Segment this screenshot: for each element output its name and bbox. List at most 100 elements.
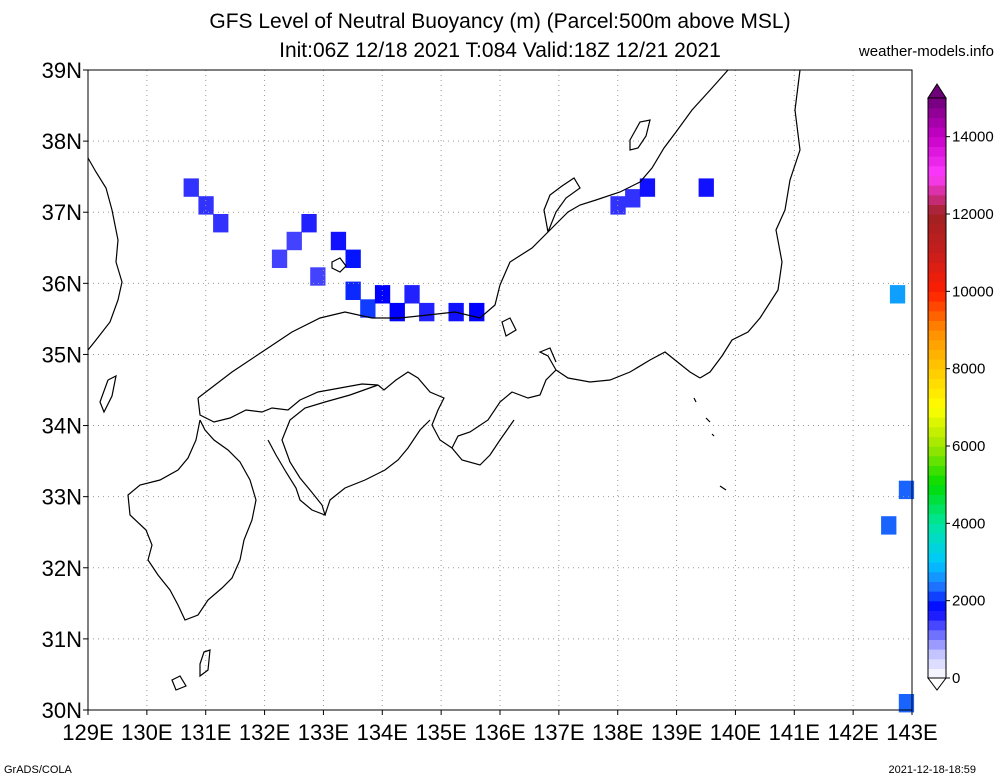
footer-software-label: GrADS/COLA — [4, 764, 72, 776]
colorbar-segment — [928, 272, 946, 283]
coastline-izu-islands — [693, 397, 727, 491]
colorbar-segment — [928, 397, 946, 408]
coastline-pacific-east — [451, 351, 701, 466]
colorbar-segment — [928, 291, 946, 302]
lon-tick-label: 132E — [239, 720, 290, 745]
colorbar-segment — [928, 658, 946, 669]
lat-tick-label: 33N — [42, 485, 82, 510]
colorbar-segment — [928, 301, 946, 312]
lon-tick-label: 131E — [180, 720, 231, 745]
lnb-shading-layer — [183, 178, 915, 713]
lnb-cell — [898, 480, 915, 500]
colorbar-segment — [928, 504, 946, 515]
colorbar-segment — [928, 494, 946, 505]
colorbar-segment — [928, 185, 946, 196]
axis-labels: 129E 130E 131E 132E 133E 134E 135E 136E 137E 138E… — [42, 58, 938, 745]
lnb-cell — [345, 249, 361, 268]
source-site-label: weather-models.info — [858, 43, 994, 60]
colorbar-segment — [928, 649, 946, 660]
colorbar-segment — [928, 98, 946, 109]
lnb-cell — [345, 281, 361, 300]
lon-tick-label: 133E — [298, 720, 349, 745]
lat-tick-label: 36N — [42, 271, 82, 296]
colorbar-segment — [928, 533, 946, 544]
lat-tick-label: 35N — [42, 342, 82, 367]
colorbar-segment — [928, 629, 946, 640]
lon-tick-label: 130E — [121, 720, 172, 745]
colorbar-segment — [928, 378, 946, 389]
lnb-cell — [330, 231, 347, 251]
colorbar-segment — [928, 368, 946, 379]
lnb-cell — [213, 214, 229, 233]
lnb-cell — [419, 302, 435, 322]
lnb-cell — [639, 178, 656, 197]
coastline-layer — [87, 69, 801, 691]
coastline-sado — [629, 119, 651, 151]
map-title-line2: Init:06Z 12/18 2021 T:084 Valid:18Z 12/2… — [279, 39, 721, 62]
colorbar-segment — [928, 436, 946, 447]
colorbar-segment — [928, 407, 946, 418]
colorbar-segment — [928, 639, 946, 650]
coastline-kii — [377, 371, 453, 449]
coastline-chugoku-south — [197, 383, 379, 423]
colorbar-segment — [928, 233, 946, 244]
lnb-cell — [389, 302, 405, 322]
coastline-tohoku-east — [699, 69, 801, 379]
lnb-cell — [898, 694, 915, 713]
lat-tick-label: 32N — [42, 556, 82, 581]
coastline-noto — [543, 177, 581, 233]
lat-tick-label: 34N — [42, 414, 82, 439]
coastline-honshu-north — [197, 69, 729, 399]
colorbar-min-arrow — [927, 677, 947, 691]
colorbar-segment — [928, 610, 946, 621]
colorbar-segment — [928, 223, 946, 234]
lat-lon-grid — [88, 70, 912, 710]
map-title-line1: GFS Level of Neutral Buoyancy (m) (Parce… — [209, 10, 791, 33]
colorbar-segment — [928, 668, 946, 679]
colorbar-segment — [928, 127, 946, 138]
lon-tick-label: 139E — [651, 720, 702, 745]
colorbar-segment — [928, 513, 946, 524]
lnb-cell — [301, 214, 317, 233]
lnb-cell — [698, 178, 714, 197]
colorbar-segment — [928, 417, 946, 428]
colorbar-segment — [928, 136, 946, 147]
lnb-cell — [469, 302, 485, 322]
lon-tick-label: 140E — [710, 720, 761, 745]
colorbar-segment — [928, 571, 946, 582]
lnb-cell — [404, 285, 420, 304]
coastline-korea — [87, 157, 123, 351]
colorbar-segment — [928, 339, 946, 350]
colorbar-segment — [928, 243, 946, 254]
colorbar-segment — [928, 388, 946, 399]
colorbar-segment — [928, 330, 946, 341]
lnb-cell — [881, 516, 897, 535]
colorbar-label: 12000 — [952, 206, 994, 223]
colorbar-segment — [928, 165, 946, 176]
lon-tick-label: 134E — [357, 720, 408, 745]
lon-tick-label: 135E — [415, 720, 466, 745]
colorbar-segment — [928, 359, 946, 370]
colorbar-label: 6000 — [952, 438, 985, 455]
lnb-cell — [310, 267, 326, 286]
colorbar-label: 10000 — [952, 283, 994, 300]
colorbar-segment — [928, 146, 946, 157]
colorbar-segment — [928, 349, 946, 360]
colorbar-segment — [928, 156, 946, 167]
coastline-yakushima — [171, 675, 187, 691]
coastline-tanegashima — [199, 649, 211, 678]
colorbar-segment — [928, 262, 946, 273]
lnb-cell — [286, 231, 302, 251]
colorbar-segment — [928, 484, 946, 495]
colorbar-segment — [928, 107, 946, 118]
coastline-tsushima — [99, 374, 117, 414]
colorbar-segment — [928, 475, 946, 486]
colorbar-segment — [928, 175, 946, 186]
colorbar-segment — [928, 320, 946, 331]
colorbar-segment — [928, 600, 946, 611]
lat-tick-label: 39N — [42, 58, 82, 83]
coastline-awaji — [501, 317, 517, 337]
colorbar-segment — [928, 542, 946, 553]
lon-tick-label: 136E — [474, 720, 525, 745]
colorbar-segment — [928, 194, 946, 205]
